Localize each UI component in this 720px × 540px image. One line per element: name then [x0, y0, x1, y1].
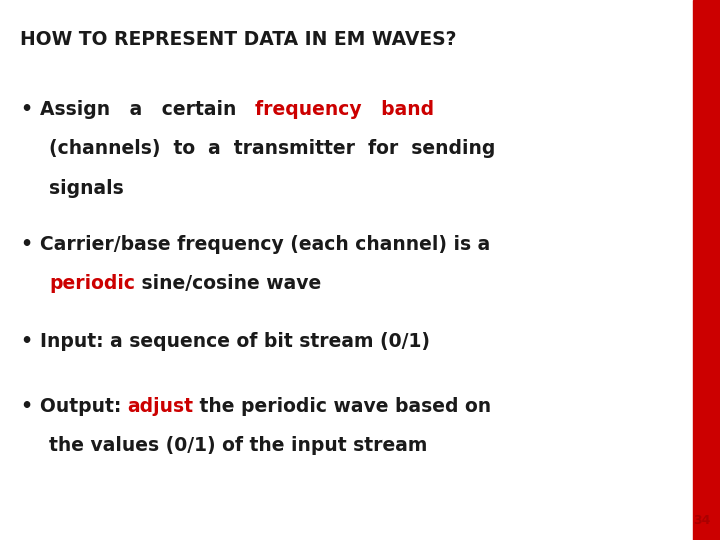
Text: signals: signals [49, 179, 124, 198]
Text: (channels)  to  a  transmitter  for  sending: (channels) to a transmitter for sending [49, 139, 495, 158]
Text: adjust: adjust [127, 397, 194, 416]
Text: 34: 34 [693, 514, 711, 526]
Bar [693, 0, 720, 540]
Text: the periodic wave based on: the periodic wave based on [194, 397, 492, 416]
Text: •: • [20, 235, 32, 254]
Text: Input: a sequence of bit stream (0/1): Input: a sequence of bit stream (0/1) [40, 332, 430, 351]
Text: •: • [20, 332, 32, 351]
Text: Assign   a   certain: Assign a certain [40, 100, 256, 119]
Text: •: • [20, 100, 32, 119]
Text: •: • [20, 397, 32, 416]
Text: periodic: periodic [49, 274, 135, 293]
Text: sine/cosine wave: sine/cosine wave [135, 274, 321, 293]
Text: Carrier/base frequency (each channel) is a: Carrier/base frequency (each channel) is… [40, 235, 490, 254]
Text: HOW TO REPRESENT DATA IN EM WAVES?: HOW TO REPRESENT DATA IN EM WAVES? [20, 30, 456, 49]
Text: Output:: Output: [40, 397, 127, 416]
Text: frequency   band: frequency band [256, 100, 435, 119]
Text: the values (0/1) of the input stream: the values (0/1) of the input stream [49, 436, 428, 455]
